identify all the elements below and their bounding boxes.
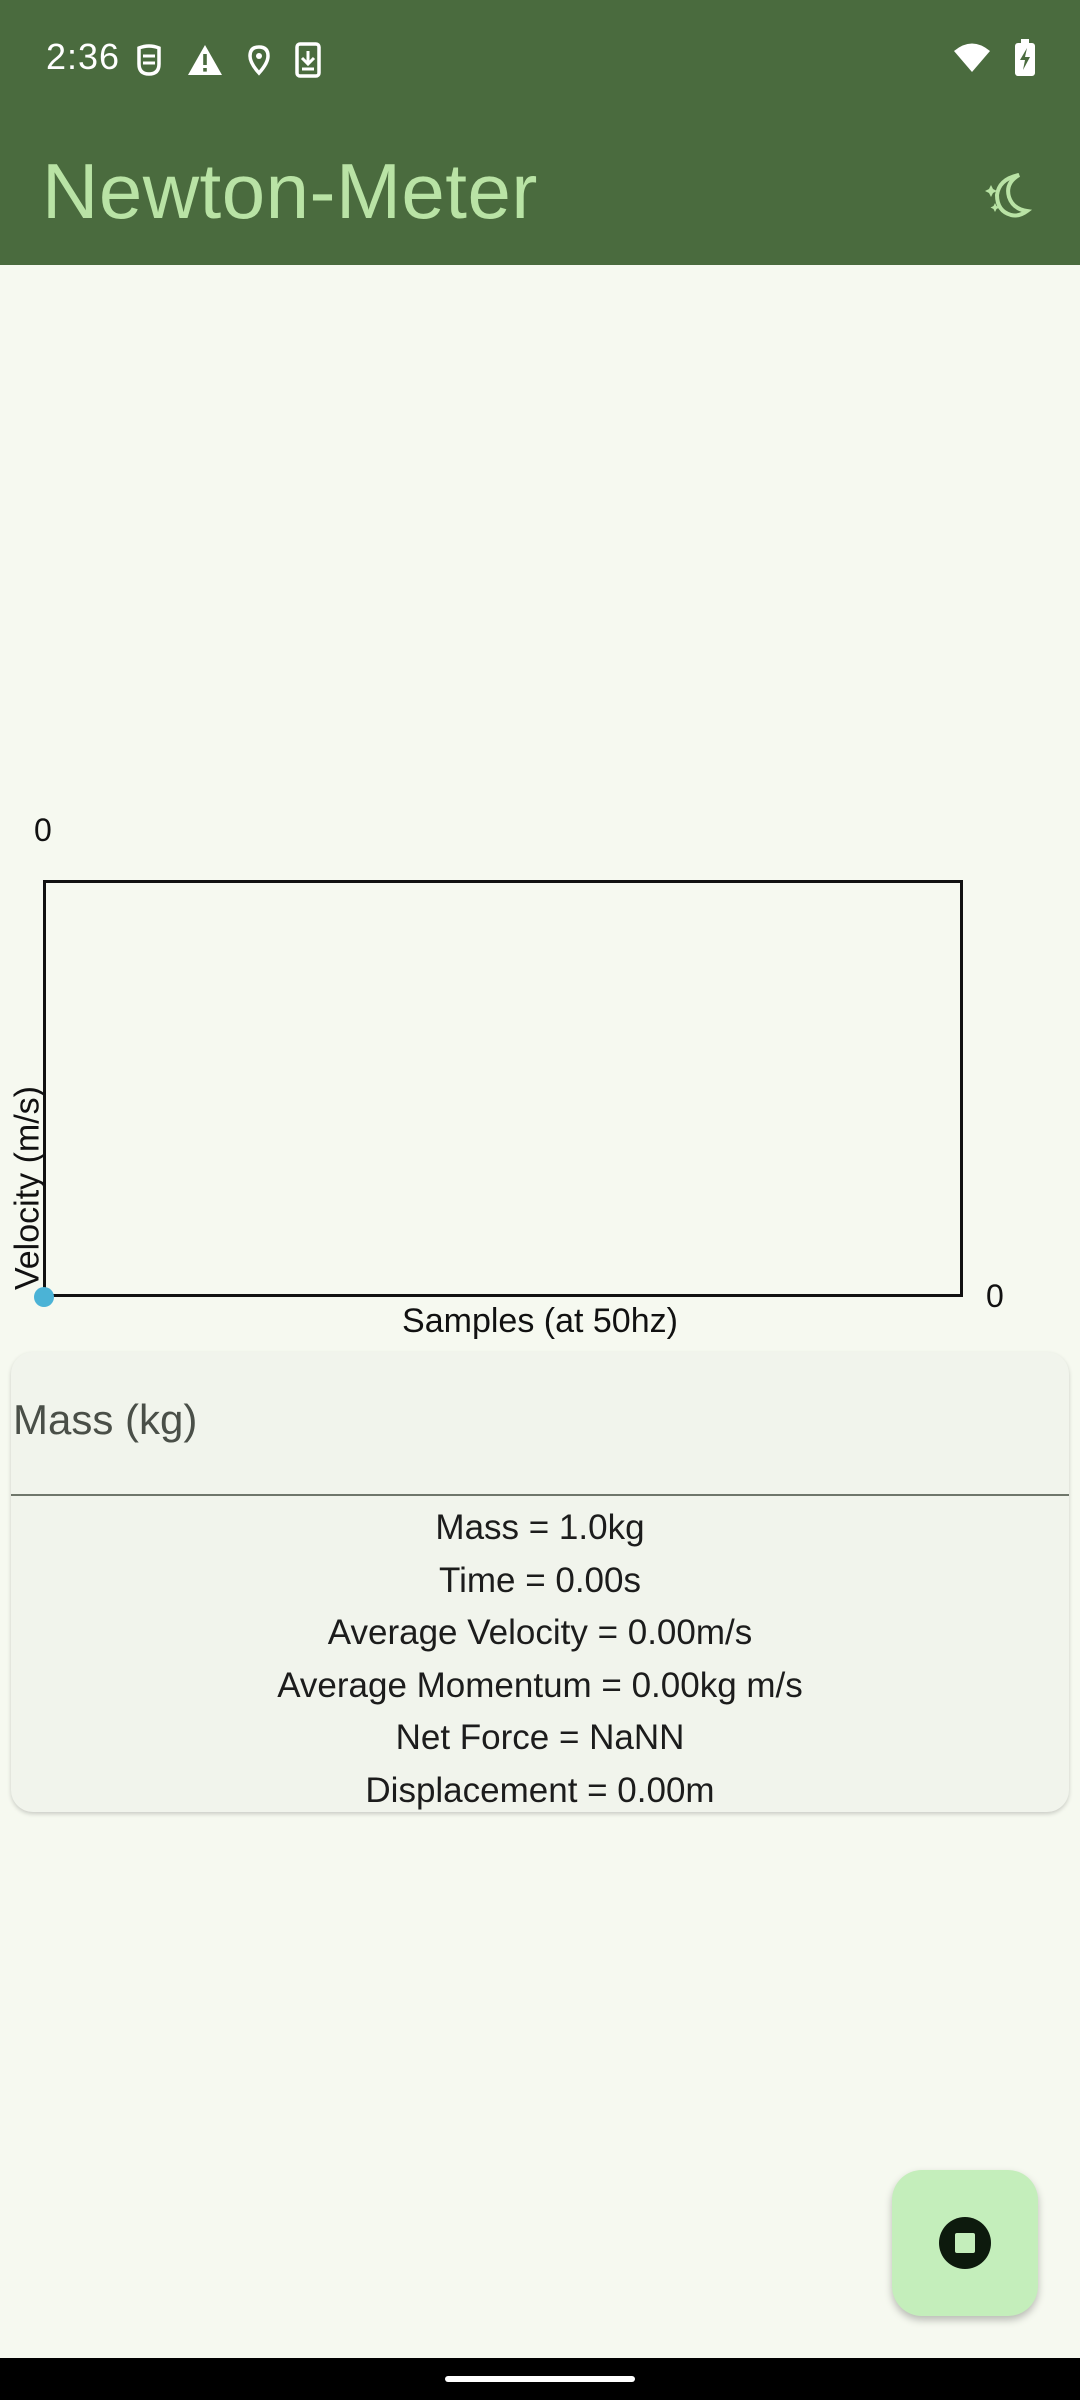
status-icons-left (134, 40, 322, 80)
stat-average-velocity: Average Velocity = 0.00m/s (327, 1613, 753, 1653)
wifi-icon (954, 43, 990, 72)
stop-icon (939, 2217, 991, 2269)
data-point (34, 1287, 54, 1307)
stat-net-force: Net Force = NaNN (395, 1718, 685, 1758)
stop-button[interactable] (892, 2170, 1038, 2316)
status-time: 2:36 (46, 36, 121, 77)
y-tick-label: 0 (34, 812, 52, 848)
download-icon (295, 42, 321, 78)
theme-toggle-button[interactable] (972, 160, 1042, 230)
theme-toggle-icon (985, 173, 1033, 218)
app-title: Newton-Meter (42, 147, 538, 235)
navigation-bar (0, 2358, 1080, 2400)
status-icons-right (952, 38, 1036, 78)
results-card: Mass (kg) Mass = 1.0kg Time = 0.00s Aver… (11, 1352, 1069, 1812)
chart-plot-area (43, 880, 963, 1297)
x-tick-label: 0 (986, 1278, 1004, 1314)
x-axis-label: Samples (at 50hz) (402, 1302, 678, 1340)
mass-input-label: Mass (kg) (13, 1396, 198, 1443)
battery-charging-icon (1015, 39, 1035, 76)
mask-icon (137, 44, 161, 76)
velocity-chart: 0 Velocity (m/s) 0 Samples (at 50hz) (0, 800, 1080, 1350)
stat-mass: Mass = 1.0kg (435, 1508, 645, 1547)
mass-input[interactable]: Mass (kg) (11, 1352, 1069, 1496)
stat-displacement: Displacement = 0.00m (365, 1770, 715, 1810)
home-gesture-handle[interactable] (445, 2376, 635, 2382)
location-pin-icon (248, 45, 270, 76)
warning-icon (188, 45, 222, 75)
app-bar: Newton-Meter (0, 120, 1080, 265)
y-axis-label: Velocity (m/s) (8, 1085, 47, 1291)
stats-list: Mass = 1.0kg Time = 0.00s Average Veloci… (11, 1502, 1069, 1818)
stat-average-momentum: Average Momentum = 0.00kg m/s (277, 1665, 803, 1705)
stat-time: Time = 0.00s (439, 1560, 641, 1600)
status-bar: 2:36 (0, 0, 1080, 120)
